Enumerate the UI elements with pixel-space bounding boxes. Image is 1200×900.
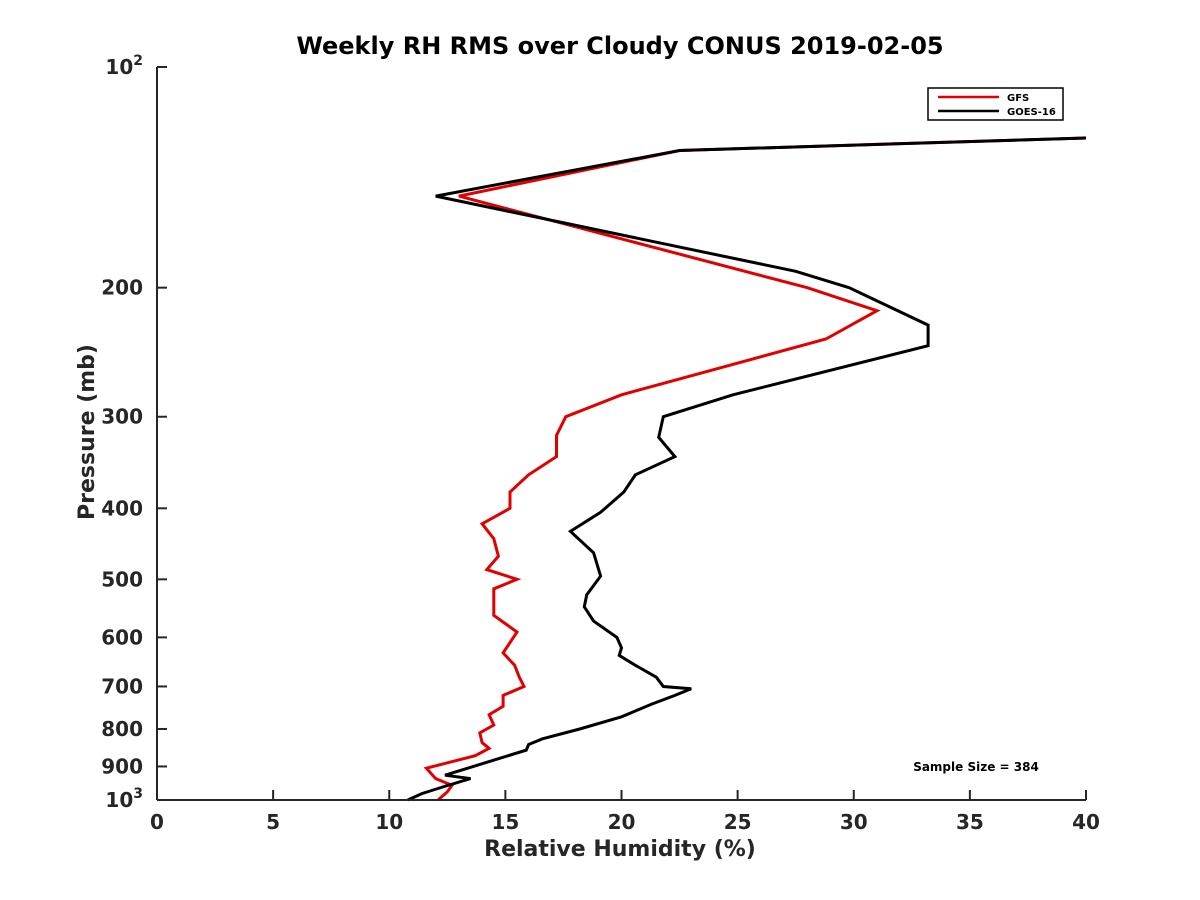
y-tick-label: 600 (101, 625, 143, 649)
x-tick-label: 40 (1072, 810, 1100, 834)
x-tick-label: 20 (608, 810, 636, 834)
chart-title: Weekly RH RMS over Cloudy CONUS 2019-02-… (296, 32, 943, 60)
plot-lines (407, 136, 1087, 802)
legend-box (927, 87, 1064, 121)
legend-label-goes16: GOES-16 (1007, 107, 1056, 118)
y-tick-label: 800 (101, 717, 143, 741)
y-tick-label: 300 (101, 405, 143, 429)
y-tick-label: 400 (101, 496, 143, 520)
x-tick-label: 25 (724, 810, 752, 834)
y-tick-label: 900 (101, 754, 143, 778)
x-tick-label: 30 (840, 810, 868, 834)
x-tick-label: 10 (375, 810, 403, 834)
series-line-goes16 (407, 136, 1087, 802)
y-tick-label: 103 (105, 786, 143, 812)
x-tick-label: 0 (150, 810, 164, 834)
x-tick-label: 15 (491, 810, 519, 834)
legend-label-gfs: GFS (1007, 93, 1029, 104)
series-line-gfs (423, 136, 1087, 802)
axes: 0 5 10 15 20 25 30 35 40 102 200 300 400 500 600 700 800… (101, 53, 1100, 834)
y-tick-label: 700 (101, 674, 143, 698)
y-tick-label: 102 (105, 53, 143, 79)
legend: GFS GOES-16 (927, 87, 1064, 121)
y-tick-label: 200 (101, 276, 143, 300)
x-axis-label: Relative Humidity (%) (484, 837, 756, 862)
y-axis-label: Pressure (mb) (75, 344, 100, 520)
x-tick-label: 5 (266, 810, 280, 834)
sample-size-annotation: Sample Size = 384 (913, 760, 1039, 774)
y-tick-label: 500 (101, 567, 143, 591)
x-tick-label: 35 (956, 810, 984, 834)
